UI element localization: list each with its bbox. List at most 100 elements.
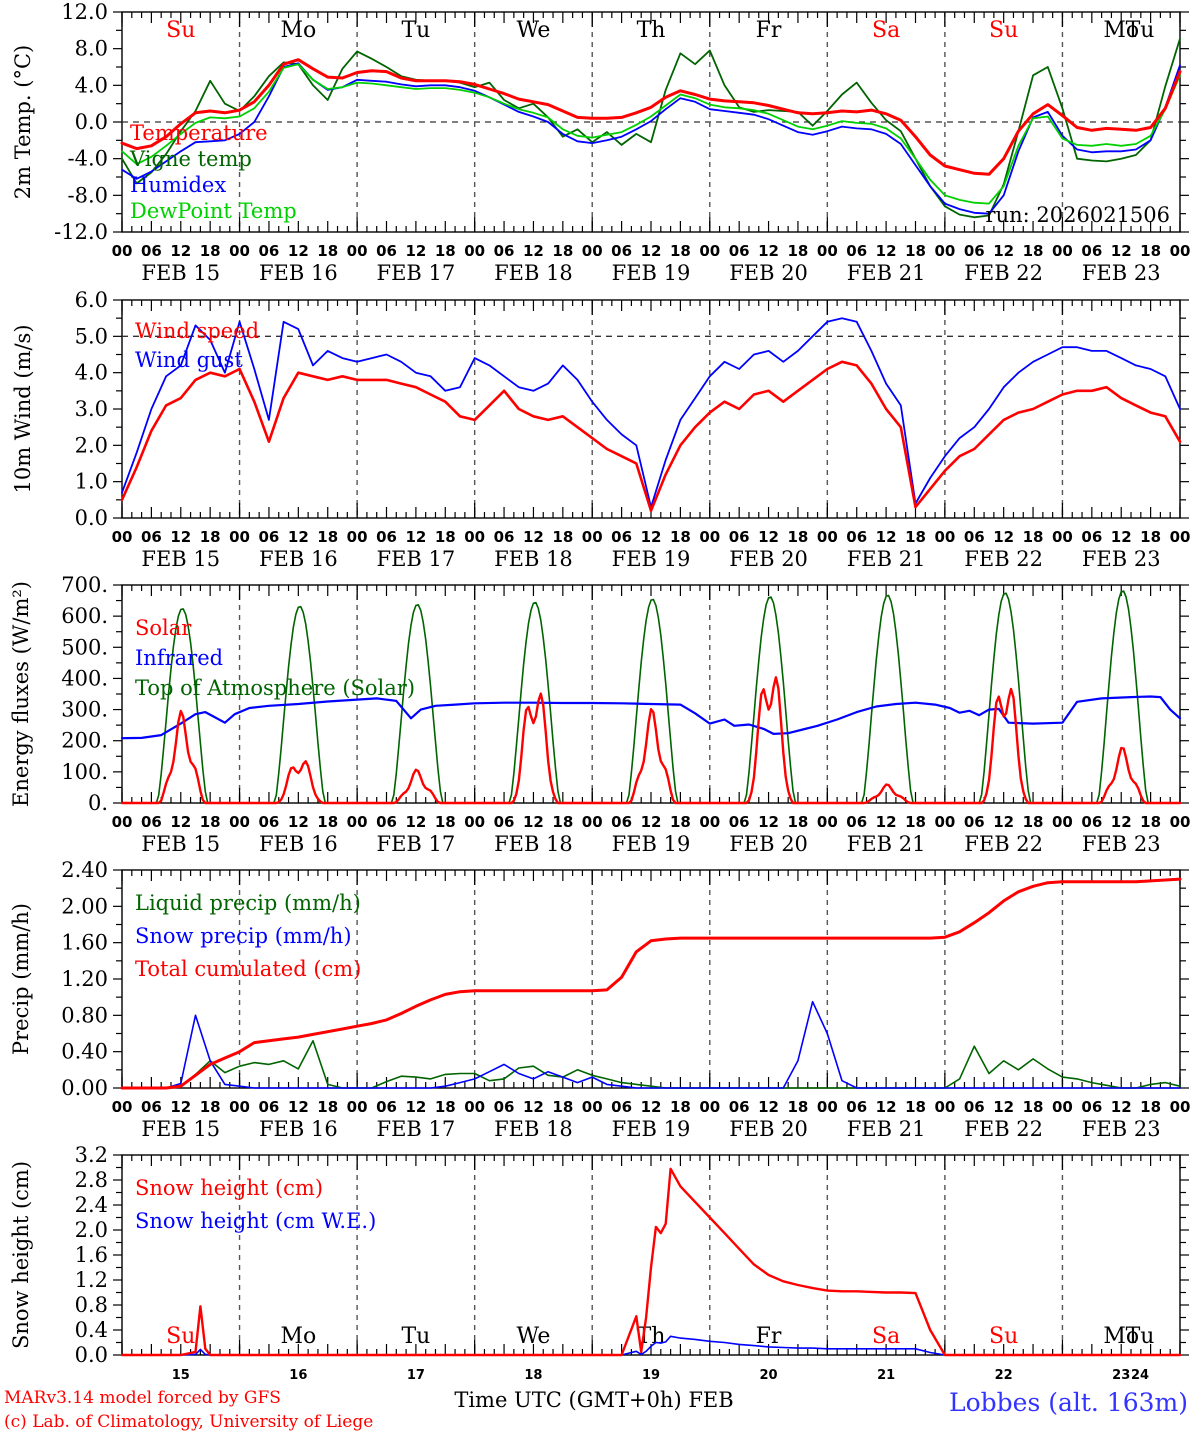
- svg-text:00: 00: [582, 1098, 603, 1116]
- svg-text:FEB 17: FEB 17: [377, 261, 456, 285]
- svg-text:-8.0: -8.0: [68, 183, 109, 207]
- svg-text:18: 18: [788, 528, 809, 546]
- svg-text:FEB 19: FEB 19: [612, 1117, 691, 1141]
- svg-text:Mo: Mo: [1103, 1324, 1139, 1349]
- svg-text:06: 06: [494, 528, 515, 546]
- svg-text:1.20: 1.20: [61, 967, 108, 991]
- svg-text:12: 12: [993, 528, 1014, 546]
- svg-text:6.0: 6.0: [75, 290, 108, 312]
- svg-text:12: 12: [1111, 1098, 1132, 1116]
- svg-text:Mo: Mo: [280, 18, 316, 43]
- svg-text:00: 00: [464, 528, 485, 546]
- svg-text:19: 19: [642, 1368, 660, 1383]
- svg-text:2.00: 2.00: [61, 894, 108, 918]
- svg-text:FEB 15: FEB 15: [141, 261, 220, 285]
- svg-text:06: 06: [729, 528, 750, 546]
- svg-text:We: We: [517, 18, 551, 43]
- svg-text:12: 12: [641, 813, 662, 831]
- series-line: [121, 1000, 1181, 1089]
- svg-text:18: 18: [1140, 528, 1161, 546]
- svg-text:18: 18: [1140, 1098, 1161, 1116]
- svg-text:06: 06: [611, 528, 632, 546]
- svg-text:0.00: 0.00: [61, 1076, 108, 1100]
- legend-entry: Solar: [135, 616, 192, 640]
- svg-text:12: 12: [523, 1098, 544, 1116]
- snow-chart: 0.00.40.81.21.62.02.42.83.2 Snow height (…: [4, 1145, 1189, 1432]
- svg-text:Su: Su: [989, 1324, 1018, 1349]
- svg-text:06: 06: [1081, 1098, 1102, 1116]
- svg-text:Mo: Mo: [1103, 18, 1139, 43]
- svg-text:12: 12: [170, 242, 191, 260]
- svg-text:12: 12: [993, 1098, 1014, 1116]
- axis-label: 10m Wind (m/s): [11, 324, 35, 493]
- svg-text:FEB 18: FEB 18: [494, 261, 573, 285]
- run-label: run: 2026021506: [986, 203, 1170, 227]
- svg-text:00: 00: [464, 813, 485, 831]
- svg-text:12: 12: [758, 528, 779, 546]
- svg-text:06: 06: [494, 1098, 515, 1116]
- svg-text:18: 18: [524, 1368, 542, 1383]
- svg-text:06: 06: [964, 528, 985, 546]
- svg-text:06: 06: [729, 813, 750, 831]
- svg-text:06: 06: [141, 528, 162, 546]
- svg-text:06: 06: [846, 242, 867, 260]
- temperature-chart: -12.0 -8.0 -4.0 0.0 4.0 8.0 12.0 2m Temp. (°C) 0…: [11, 0, 1190, 285]
- svg-text:400.: 400.: [61, 666, 108, 690]
- svg-text:12: 12: [876, 528, 897, 546]
- svg-text:1.6: 1.6: [75, 1243, 108, 1267]
- svg-text:FEB 20: FEB 20: [729, 1117, 808, 1141]
- svg-text:FEB 18: FEB 18: [494, 832, 573, 856]
- svg-text:FEB 16: FEB 16: [259, 261, 338, 285]
- legend-entry: Temperature: [130, 121, 268, 145]
- svg-text:8.0: 8.0: [75, 37, 108, 61]
- svg-text:We: We: [517, 1324, 551, 1349]
- svg-text:00: 00: [112, 1098, 133, 1116]
- svg-text:18: 18: [1140, 813, 1161, 831]
- series-line: [121, 590, 1181, 804]
- footer-model: MARv3.14 model forced by GFS: [4, 1388, 281, 1408]
- axis-label: 2m Temp. (°C): [11, 45, 35, 199]
- svg-text:18: 18: [552, 242, 573, 260]
- svg-text:18: 18: [200, 242, 221, 260]
- svg-text:06: 06: [494, 813, 515, 831]
- svg-text:06: 06: [141, 1098, 162, 1116]
- svg-text:18: 18: [200, 813, 221, 831]
- svg-text:12: 12: [288, 813, 309, 831]
- svg-text:06: 06: [729, 1098, 750, 1116]
- svg-text:FEB 23: FEB 23: [1082, 547, 1161, 571]
- svg-text:00: 00: [347, 813, 368, 831]
- svg-text:00: 00: [582, 813, 603, 831]
- svg-text:00: 00: [112, 813, 133, 831]
- svg-text:06: 06: [376, 1098, 397, 1116]
- svg-text:0.: 0.: [88, 791, 108, 815]
- svg-text:00: 00: [464, 1098, 485, 1116]
- series-line: [120, 1167, 1182, 1357]
- svg-text:06: 06: [964, 813, 985, 831]
- svg-text:0.8: 0.8: [75, 1293, 108, 1317]
- svg-text:06: 06: [494, 242, 515, 260]
- svg-text:Th: Th: [637, 18, 666, 43]
- svg-text:12: 12: [641, 242, 662, 260]
- svg-text:06: 06: [611, 1098, 632, 1116]
- svg-text:18: 18: [317, 813, 338, 831]
- series-line: [120, 676, 1182, 805]
- svg-text:06: 06: [376, 242, 397, 260]
- axis-label: Energy fluxes (W/m²): [9, 581, 33, 807]
- svg-text:06: 06: [259, 1098, 280, 1116]
- svg-text:06: 06: [729, 242, 750, 260]
- legend-entry: Vigne temp: [129, 147, 252, 171]
- svg-text:18: 18: [670, 1098, 691, 1116]
- svg-text:18: 18: [552, 1098, 573, 1116]
- svg-text:FEB 19: FEB 19: [612, 832, 691, 856]
- svg-text:FEB 15: FEB 15: [141, 832, 220, 856]
- svg-text:00: 00: [934, 813, 955, 831]
- panel-energy-fluxes: 0. 100. 200. 300. 400. 500. 600. 700. Energy flu…: [0, 575, 1194, 860]
- svg-text:12: 12: [1111, 242, 1132, 260]
- svg-text:FEB 18: FEB 18: [494, 547, 573, 571]
- svg-text:00: 00: [464, 242, 485, 260]
- svg-text:18: 18: [1023, 813, 1044, 831]
- svg-text:23: 23: [1112, 1368, 1130, 1383]
- panel-temperature: -12.0 -8.0 -4.0 0.0 4.0 8.0 12.0 2m Temp. (°C) 0…: [0, 0, 1194, 290]
- svg-text:06: 06: [259, 242, 280, 260]
